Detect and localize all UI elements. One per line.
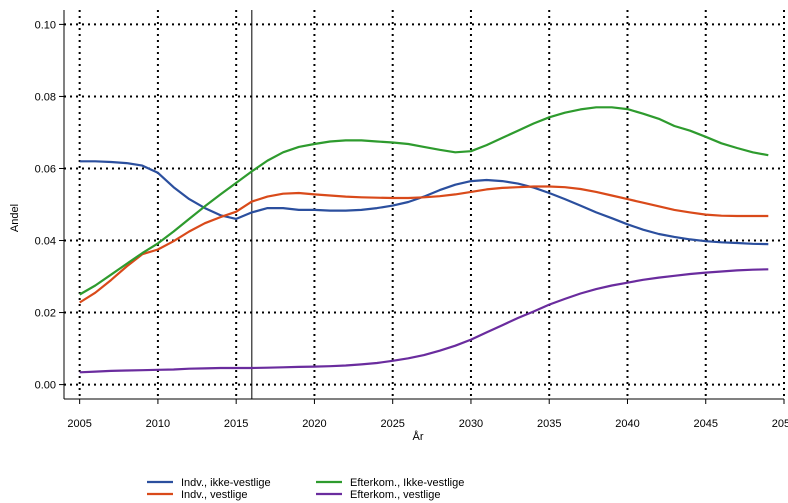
series-line-4: [79, 268, 769, 374]
y-axis-title: Andel: [9, 204, 21, 232]
grid: [64, 10, 785, 399]
y-tick-label: 0.04: [35, 236, 56, 248]
x-tick-label: 2035: [537, 418, 561, 430]
x-axis-title: År: [413, 430, 424, 443]
y-tick-label: 0.06: [35, 163, 56, 175]
x-tick-label: 2015: [224, 418, 248, 430]
x-tick-label: 2005: [67, 418, 91, 430]
axes: 0.00 0.02 0.04 0.06 0.08 0.10 2005 2010 2015 2020…: [35, 10, 788, 430]
x-tick-label: 2040: [615, 418, 639, 430]
series-lines: [79, 106, 769, 374]
y-tick-label: 0.00: [35, 380, 56, 392]
series-line-1: [79, 160, 769, 246]
y-tick-label: 0.02: [35, 308, 56, 320]
x-tick-label: 2025: [380, 418, 404, 430]
y-tick-label: 0.10: [35, 19, 56, 31]
legend-label: Indv., vestlige: [181, 489, 247, 501]
legend-label: Indv., ikke-vestlige: [181, 477, 271, 489]
x-tick-label: 2045: [693, 418, 717, 430]
series-line-2: [79, 185, 769, 304]
x-tick-label: 2010: [146, 418, 170, 430]
legend-label: Efterkom., vestlige: [350, 489, 440, 501]
x-tick-label: 2020: [302, 418, 326, 430]
x-tick-label: 2030: [459, 418, 483, 430]
y-tick-label: 0.08: [35, 91, 56, 103]
x-tick-label: 2050: [772, 418, 788, 430]
series-line-3: [79, 106, 769, 296]
legend-label: Efterkom., Ikke-vestlige: [350, 477, 464, 489]
